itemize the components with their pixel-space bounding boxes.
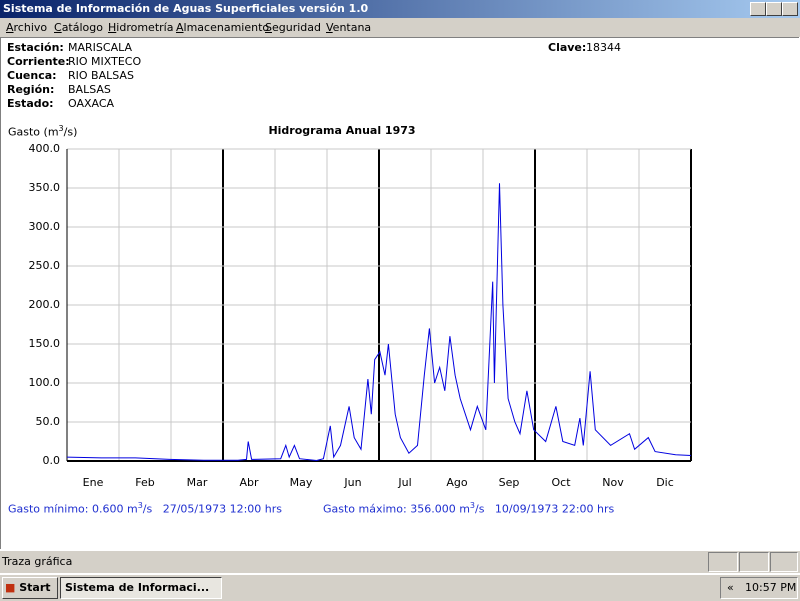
task-button[interactable]: Sistema de Informaci... <box>60 577 222 599</box>
x-tick-label: Jun <box>343 476 361 489</box>
menu-item[interactable]: Hidrometría <box>108 21 174 34</box>
x-tick-label: Oct <box>551 476 571 489</box>
status-panel <box>770 552 798 572</box>
start-button[interactable]: ■ Start <box>2 577 58 599</box>
min-tail: /s 27/05/1973 12:00 hrs <box>142 502 283 516</box>
x-tick-label: Feb <box>135 476 154 489</box>
client-area: Estación: MARISCALA Corriente: RIO MIXTE… <box>0 37 799 549</box>
start-label: Start <box>19 581 51 594</box>
y-tick-label: 250.0 <box>29 259 61 272</box>
field-value: OAXACA <box>68 97 115 110</box>
x-tick-label: Mar <box>187 476 208 489</box>
taskbar: ■ Start Sistema de Informaci... «10:57 P… <box>0 574 800 601</box>
menu-bar: Archivo Catálogo Hidrometría Almacenamie… <box>0 18 800 37</box>
status-bar: Traza gráfica <box>0 550 800 573</box>
field-label: Estación: <box>7 41 64 54</box>
y-tick-label: 400.0 <box>29 142 61 155</box>
x-tick-label: Dic <box>656 476 674 489</box>
y-tick-label: 150.0 <box>29 337 61 350</box>
x-tick-label: Ene <box>83 476 104 489</box>
field-value: RIO MIXTECO <box>68 55 142 68</box>
title-bar: Sistema de Información de Aguas Superfic… <box>0 0 800 18</box>
field-label: Estado: <box>7 97 54 110</box>
status-panel <box>739 552 769 572</box>
min-flow: Gasto mínimo: 0.600 m3/s 27/05/1973 12:0… <box>8 501 282 516</box>
chart: Hidrograma Anual 1973 Ene Feb Mar Abr May Jun… <box>29 124 692 489</box>
field-label: Región: <box>7 83 55 96</box>
y-axis-label: Gasto (m3/s) <box>8 124 77 139</box>
restore-button[interactable] <box>766 2 782 16</box>
window-title: Sistema de Información de Aguas Superfic… <box>3 2 369 15</box>
y-tick-label: 200.0 <box>29 298 61 311</box>
min-text: Gasto mínimo: 0.600 m <box>8 502 138 516</box>
field-label: Corriente: <box>7 55 70 68</box>
menu-item[interactable]: Archivo <box>6 21 48 34</box>
field-label: Cuenca: <box>7 69 57 82</box>
x-tick-label: May <box>290 476 313 489</box>
max-text: Gasto máximo: 356.000 m <box>323 502 470 516</box>
y-tick-label: 100.0 <box>29 376 61 389</box>
max-flow: Gasto máximo: 356.000 m3/s 10/09/1973 22… <box>323 501 614 516</box>
y-label-sup: 3 <box>58 124 64 133</box>
flow-line <box>66 183 692 462</box>
y-label-text: Gasto (m <box>8 125 59 139</box>
minimize-button[interactable] <box>750 2 766 16</box>
y-tick-label: 50.0 <box>36 415 61 428</box>
y-tick-label: 350.0 <box>29 181 61 194</box>
y-tick-label: 300.0 <box>29 220 61 233</box>
field-value: 18344 <box>586 41 621 54</box>
field-value: BALSAS <box>68 83 111 96</box>
menu-item[interactable]: Almacenamiento <box>176 21 270 34</box>
menu-item[interactable]: Catálogo <box>54 21 103 34</box>
clock: 10:57 PM <box>745 581 797 594</box>
field-value: MARISCALA <box>68 41 132 54</box>
x-tick-label: Nov <box>602 476 624 489</box>
close-button[interactable] <box>782 2 798 16</box>
menu-item[interactable]: Seguridad <box>265 21 321 34</box>
min-sup: 3 <box>137 501 143 510</box>
menu-item[interactable]: Ventana <box>326 21 372 34</box>
status-panel <box>708 552 738 572</box>
x-tick-label: Ago <box>446 476 468 489</box>
field-label: Clave: <box>548 41 587 54</box>
max-tail: /s 10/09/1973 22:00 hrs <box>475 502 615 516</box>
chart-title: Hidrograma Anual 1973 <box>268 124 415 137</box>
tray: «10:57 PM <box>720 577 798 599</box>
x-tick-label: Abr <box>239 476 259 489</box>
field-value: RIO BALSAS <box>68 69 134 82</box>
max-sup: 3 <box>469 501 475 510</box>
task-label: Sistema de Informaci... <box>65 581 210 594</box>
y-label-tail: /s) <box>63 125 78 139</box>
status-text: Traza gráfica <box>2 555 73 568</box>
y-tick-label: 0.0 <box>43 454 61 467</box>
x-tick-label: Jul <box>397 476 411 489</box>
x-tick-label: Sep <box>499 476 520 489</box>
